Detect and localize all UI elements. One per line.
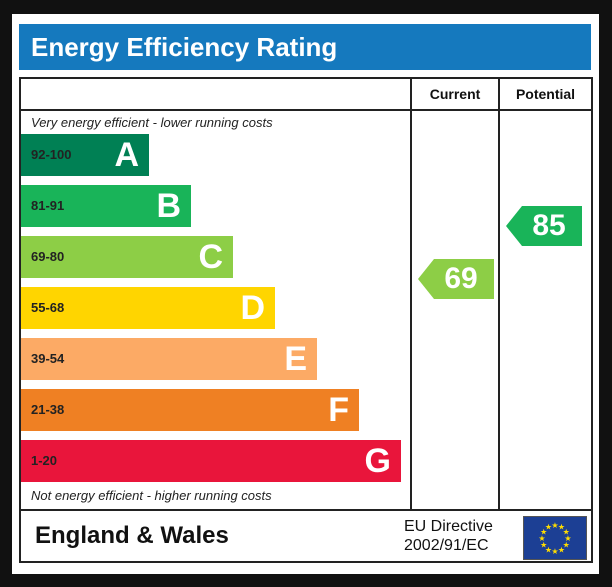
directive-line-2: 2002/91/EC bbox=[404, 537, 489, 554]
column-header-potential: Potential bbox=[515, 86, 576, 102]
divider bbox=[498, 79, 500, 509]
current-rating-arrow: 69 bbox=[418, 259, 494, 299]
rating-table: Current Potential Very energy efficient … bbox=[19, 77, 593, 511]
band-letter: G bbox=[364, 442, 391, 480]
directive-line-1: EU Directive bbox=[404, 518, 493, 535]
band-range: 55-68 bbox=[31, 300, 65, 315]
region-label: England & Wales bbox=[35, 522, 229, 549]
band-g: 1-20 G bbox=[21, 440, 401, 482]
potential-rating-arrow: 85 bbox=[506, 206, 582, 246]
eu-star-icon: ★ bbox=[551, 521, 558, 530]
eu-star-icon: ★ bbox=[540, 541, 547, 550]
divider bbox=[410, 79, 412, 509]
eu-directive: EU Directive 2002/91/EC bbox=[404, 517, 493, 555]
divider bbox=[411, 109, 591, 111]
band-d: 55-68 D bbox=[21, 287, 275, 329]
band-range: 92-100 bbox=[31, 147, 72, 162]
band-range: 21-38 bbox=[31, 402, 65, 417]
band-a: 92-100 A bbox=[21, 134, 149, 176]
eu-star-icon: ★ bbox=[540, 528, 547, 537]
band-e: 39-54 E bbox=[21, 338, 317, 380]
band-range: 69-80 bbox=[31, 249, 65, 264]
eu-star-icon: ★ bbox=[558, 523, 565, 532]
band-f: 21-38 F bbox=[21, 389, 359, 431]
eu-star-icon: ★ bbox=[564, 534, 571, 543]
footer: England & Wales EU Directive 2002/91/EC … bbox=[19, 511, 593, 563]
band-letter: F bbox=[328, 391, 349, 429]
eu-star-icon: ★ bbox=[545, 545, 552, 554]
divider bbox=[21, 109, 413, 111]
page-title: Energy Efficiency Rating bbox=[19, 24, 591, 70]
band-range: 39-54 bbox=[31, 351, 65, 366]
band-range: 1-20 bbox=[31, 453, 58, 468]
band-letter: E bbox=[284, 340, 307, 378]
band-letter: D bbox=[240, 289, 265, 327]
efficient-note: Very energy efficient - lower running co… bbox=[31, 115, 273, 130]
eu-star-icon: ★ bbox=[545, 523, 552, 532]
eu-star-icon: ★ bbox=[538, 534, 545, 543]
eu-star-icon: ★ bbox=[563, 528, 570, 537]
band-c: 69-80 C bbox=[21, 236, 233, 278]
band-b: 81-91 B bbox=[21, 185, 191, 227]
band-letter: B bbox=[156, 187, 181, 225]
eu-flag-icon: ★ ★ ★ ★ ★ ★ ★ ★ ★ ★ ★ ★ bbox=[523, 516, 587, 560]
band-letter: A bbox=[114, 136, 139, 174]
band-range: 81-91 bbox=[31, 198, 65, 213]
eu-star-icon: ★ bbox=[558, 545, 565, 554]
eu-star-icon: ★ bbox=[551, 547, 558, 556]
band-letter: C bbox=[198, 238, 223, 276]
column-header-current: Current bbox=[429, 86, 481, 102]
inefficient-note: Not energy efficient - higher running co… bbox=[31, 488, 272, 503]
epc-card: Energy Efficiency Rating Current Potenti… bbox=[12, 14, 599, 574]
eu-star-icon: ★ bbox=[563, 541, 570, 550]
